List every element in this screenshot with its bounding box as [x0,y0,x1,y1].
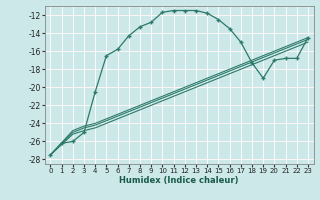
X-axis label: Humidex (Indice chaleur): Humidex (Indice chaleur) [119,176,239,185]
